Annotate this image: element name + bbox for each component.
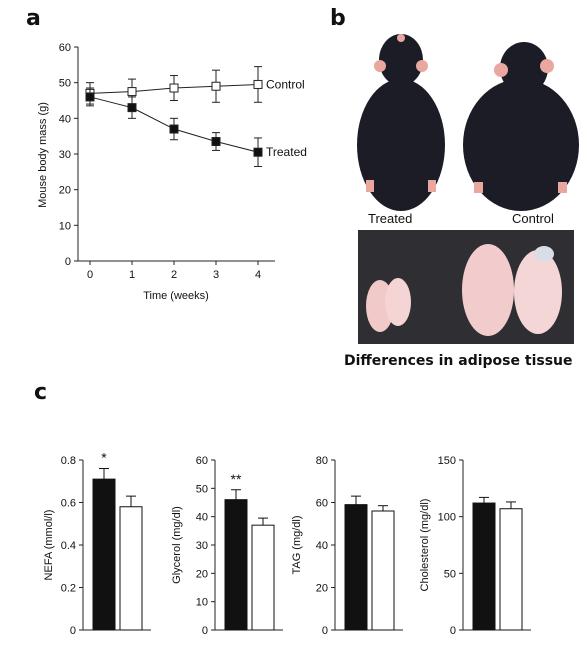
data-point — [211, 81, 221, 91]
data-point — [211, 137, 221, 147]
panel-label-a: a — [26, 6, 41, 31]
bar-control — [119, 506, 143, 631]
significance-marker: * — [101, 450, 107, 466]
adipose-tissue-photo — [358, 230, 574, 344]
control-mouse-image — [463, 42, 579, 211]
panel-label-b: b — [330, 6, 346, 31]
mice-photo — [357, 34, 579, 211]
x-tick-label: 2 — [171, 269, 177, 281]
bar-chart: 0 20 40 60 80 TAG (mg/dl) — [291, 455, 403, 637]
data-point — [127, 87, 137, 97]
panel-label-c: c — [34, 380, 48, 405]
x-tick-label: 3 — [213, 269, 219, 281]
y-tick-label: 60 — [316, 498, 328, 510]
x-tick-label: 1 — [129, 269, 135, 281]
bar-control — [499, 508, 523, 631]
y-tick-label: 0 — [322, 625, 328, 637]
bar-treated — [224, 499, 248, 631]
series-label: Control — [266, 77, 305, 91]
y-axis-label: Mouse body mass (g) — [37, 102, 49, 208]
y-tick-label: 0 — [450, 625, 456, 637]
y-tick-label: 10 — [59, 220, 71, 232]
x-axis-label: Time (weeks) — [143, 290, 209, 302]
significance-marker: ** — [231, 471, 242, 487]
bar-chart: 0 10 20 30 40 50 60 Glycerol (mg/dl) ** — [171, 455, 283, 637]
bar-chart: 0 50 100 150 Cholesterol (mg/dl) — [419, 455, 531, 637]
control-label: Control — [512, 211, 554, 226]
y-tick-label: 30 — [59, 149, 71, 161]
y-tick-label: 0 — [65, 256, 71, 268]
treated-fat-image — [366, 278, 411, 332]
y-tick-label: 0 — [70, 625, 76, 637]
y-tick-label: 0.8 — [61, 455, 76, 467]
y-tick-label: 20 — [316, 583, 328, 595]
y-tick-label: 40 — [196, 512, 208, 524]
y-axis-label: Cholesterol (mg/dl) — [419, 499, 431, 592]
y-tick-label: 150 — [438, 455, 456, 467]
y-tick-label: 0.4 — [61, 540, 76, 552]
y-axis-label: TAG (mg/dl) — [291, 515, 303, 574]
y-axis-label: NEFA (mmol/l) — [43, 510, 55, 581]
x-tick-label: 0 — [87, 269, 93, 281]
y-tick-label: 10 — [196, 597, 208, 609]
y-tick-label: 30 — [196, 540, 208, 552]
y-tick-label: 0.2 — [61, 583, 76, 595]
y-tick-label: 40 — [59, 113, 71, 125]
bar-control — [251, 524, 275, 631]
data-point — [169, 124, 179, 134]
bar-control — [371, 510, 395, 631]
y-tick-label: 60 — [196, 455, 208, 467]
y-tick-label: 0.6 — [61, 498, 76, 510]
series-label: Treated — [266, 145, 307, 159]
y-tick-label: 20 — [196, 568, 208, 580]
y-tick-label: 20 — [59, 185, 71, 197]
data-point — [169, 83, 179, 93]
y-tick-label: 80 — [316, 455, 328, 467]
bar-treated — [92, 478, 116, 631]
y-tick-label: 60 — [59, 42, 71, 54]
data-point — [253, 79, 263, 89]
control-fat-image — [462, 244, 562, 336]
bar-treated — [344, 504, 368, 631]
treated-mouse-image — [357, 34, 445, 211]
y-tick-label: 100 — [438, 512, 456, 524]
y-tick-label: 50 — [59, 78, 71, 90]
data-point — [253, 147, 263, 157]
y-tick-label: 50 — [444, 568, 456, 580]
treated-label: Treated — [368, 211, 413, 226]
data-point — [127, 103, 137, 113]
bar-chart: 0 0.2 0.4 0.6 0.8 NEFA (mmol/l) * — [43, 450, 151, 637]
y-tick-label: 50 — [196, 483, 208, 495]
y-tick-label: 40 — [316, 540, 328, 552]
data-point — [85, 92, 95, 102]
y-axis-label: Glycerol (mg/dl) — [171, 506, 183, 584]
x-tick-label: 4 — [255, 269, 261, 281]
y-tick-label: 0 — [202, 625, 208, 637]
bar-treated — [472, 502, 496, 631]
panel-b-caption: Differences in adipose tissue — [344, 353, 573, 369]
